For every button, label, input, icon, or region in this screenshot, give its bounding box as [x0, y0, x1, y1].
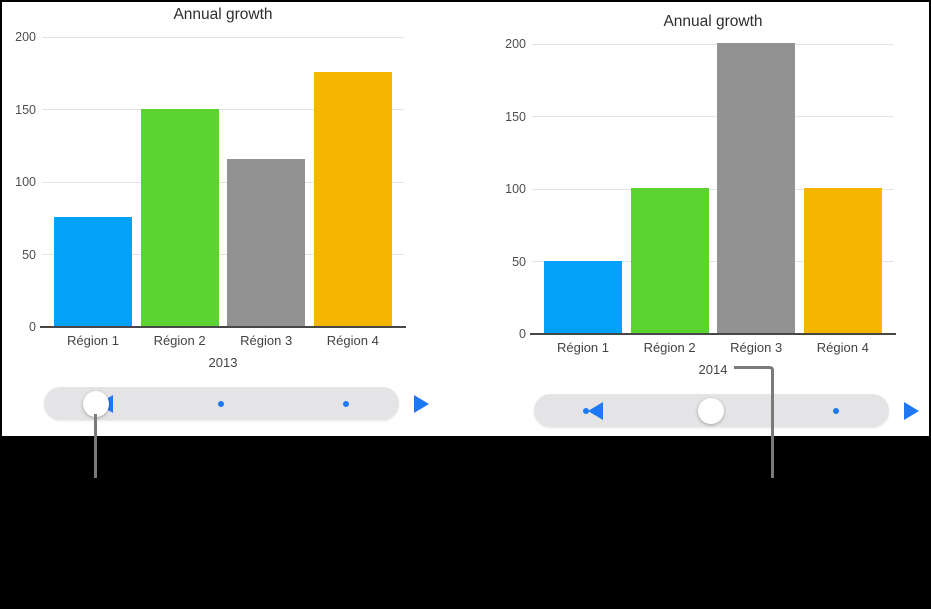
bar-région-3 — [717, 43, 796, 333]
y-tick-label: 50 — [22, 247, 36, 262]
y-tick-label: 50 — [512, 254, 526, 269]
plot-area — [530, 43, 896, 335]
gridline — [532, 43, 894, 45]
gridline — [42, 181, 404, 183]
x-axis-line — [530, 333, 896, 335]
dataset-slider[interactable] — [44, 387, 429, 420]
x-category-label: Région 2 — [643, 340, 696, 355]
y-tick-label: 0 — [519, 327, 526, 341]
y-tick-label: 0 — [29, 320, 36, 334]
x-category-label: Région 3 — [730, 340, 783, 355]
x-axis-group-label: 2013 — [208, 355, 238, 370]
x-category-label: Région 3 — [240, 333, 293, 348]
slider-position-dot[interactable] — [343, 400, 349, 407]
x-category-label: Région 2 — [153, 333, 206, 348]
bar-région-4 — [313, 72, 392, 326]
slider-next-icon[interactable] — [414, 394, 429, 413]
x-category-label: Région 4 — [816, 340, 869, 355]
gridline — [532, 188, 894, 190]
chart-title: Annual growth — [173, 6, 273, 23]
x-category-label: Région 1 — [66, 333, 120, 348]
y-tick-label: 150 — [505, 109, 526, 124]
y-tick-label: 200 — [505, 37, 526, 51]
bar-région-2 — [140, 108, 219, 326]
slider-position-dot[interactable] — [833, 407, 839, 414]
slider-knob[interactable] — [698, 397, 724, 424]
gridline — [532, 261, 894, 262]
slider-knob[interactable] — [83, 390, 109, 417]
x-category-label: Région 4 — [326, 333, 379, 348]
slider-next-icon[interactable] — [904, 401, 919, 420]
x-axis-line — [40, 326, 406, 328]
gridline — [42, 254, 404, 255]
bar-région-3 — [227, 159, 306, 326]
x-axis-group-label: 2014 — [698, 362, 728, 377]
callout-line-slider-knob — [93, 414, 97, 478]
gridline — [42, 36, 404, 38]
chart-title: Annual growth — [663, 13, 763, 30]
slider-position-dot[interactable] — [583, 407, 589, 414]
y-tick-label: 100 — [15, 175, 36, 189]
gridline — [42, 109, 404, 110]
bar-région-4 — [803, 188, 882, 333]
y-tick-label: 150 — [15, 102, 36, 117]
bar-région-1 — [544, 260, 622, 333]
x-category-label: Région 1 — [556, 340, 610, 355]
dataset-slider[interactable] — [534, 394, 919, 427]
bar-région-1 — [54, 217, 132, 326]
slider-position-dot[interactable] — [218, 400, 224, 407]
chart-2014: Annual growth 0 50 100 150 200 Région 1 Régio… — [492, 9, 931, 434]
plot-area — [40, 36, 406, 328]
bar-région-2 — [630, 188, 709, 333]
slider-prev-icon[interactable] — [588, 401, 603, 420]
chart-2013: Annual growth 0 50 100 150 200 Région 1 Régio… — [2, 2, 462, 427]
callout-line-year-2014 — [734, 366, 774, 478]
gridline — [532, 116, 894, 117]
y-tick-label: 200 — [15, 30, 36, 44]
y-tick-label: 100 — [505, 182, 526, 196]
